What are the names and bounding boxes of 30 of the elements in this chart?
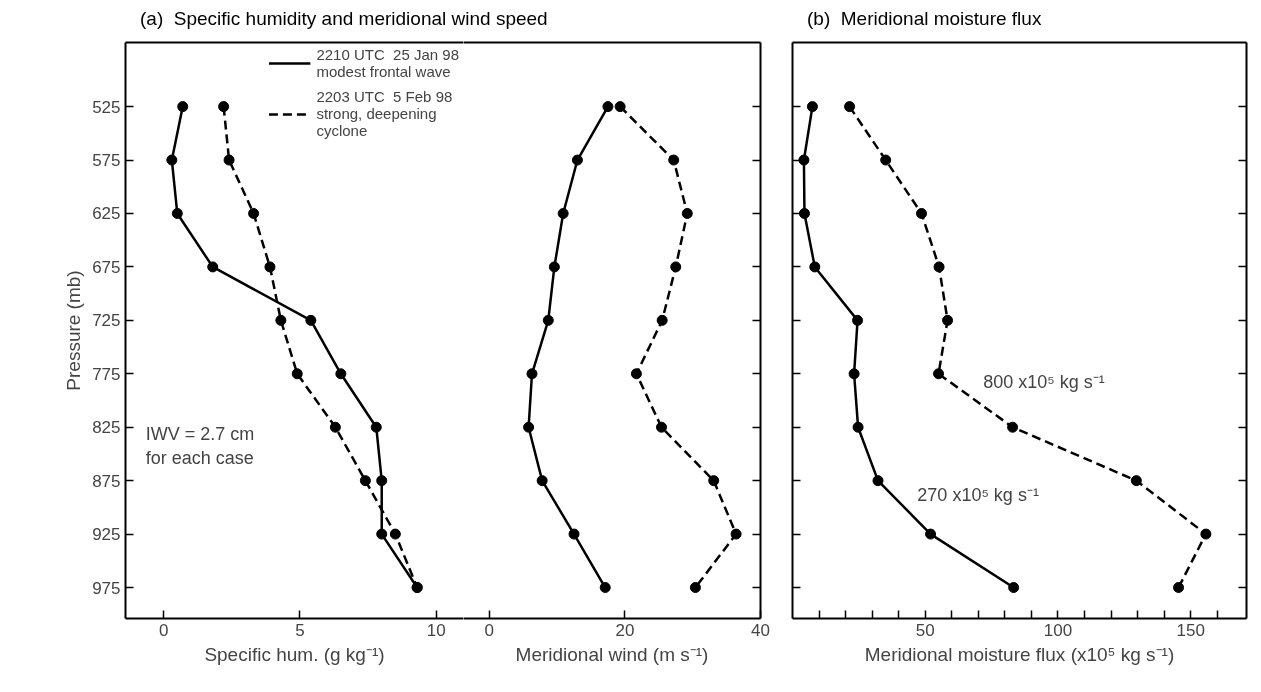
chart-title: (a) Specific humidity and meridional wind speed	[140, 7, 548, 31]
x-tick-label: 5	[295, 620, 305, 640]
y-tick-label: 575	[92, 151, 121, 171]
chart-title: (b) Meridional moisture flux	[807, 7, 1042, 31]
x-tick-label: 10	[426, 620, 446, 640]
x-tick-label: 0	[484, 620, 495, 640]
legend-label: 2203 UTC 5 Feb 98 strong, deepening cyclone	[316, 88, 453, 139]
y-tick-label: 925	[92, 525, 121, 545]
y-tick-label: 775	[92, 364, 121, 384]
x-tick-label: 20	[615, 620, 635, 640]
y-axis-title: Pressure (mb)	[63, 270, 85, 391]
annotation: IWV = 2.7 cm for each case	[145, 423, 255, 468]
annotation: 270 x10⁵ kg s⁻¹	[917, 484, 1039, 505]
annotation: 800 x10⁵ kg s⁻¹	[983, 372, 1105, 393]
x-tick-label: 50	[915, 620, 935, 640]
y-tick-label: 675	[92, 257, 121, 277]
x-tick-label: 150	[1176, 620, 1205, 640]
y-tick-label: 825	[92, 418, 121, 438]
legend-label: 2210 UTC 25 Jan 98 modest frontal wave	[316, 46, 459, 80]
y-tick-label: 625	[92, 204, 121, 224]
x-axis-title: Meridional wind (m s⁻¹)	[515, 643, 709, 665]
x-tick-label: 40	[751, 620, 770, 640]
y-tick-label: 725	[92, 311, 121, 331]
y-tick-label: 975	[92, 578, 121, 598]
x-tick-label: 0	[158, 620, 169, 640]
x-axis-title: Meridional moisture flux (x10⁵ kg s⁻¹)	[864, 643, 1175, 665]
y-tick-label: 875	[92, 471, 121, 491]
y-tick-label: 525	[92, 97, 121, 117]
x-tick-label: 100	[1043, 620, 1073, 640]
x-axis-title: Specific hum. (g kg⁻¹)	[204, 643, 385, 665]
